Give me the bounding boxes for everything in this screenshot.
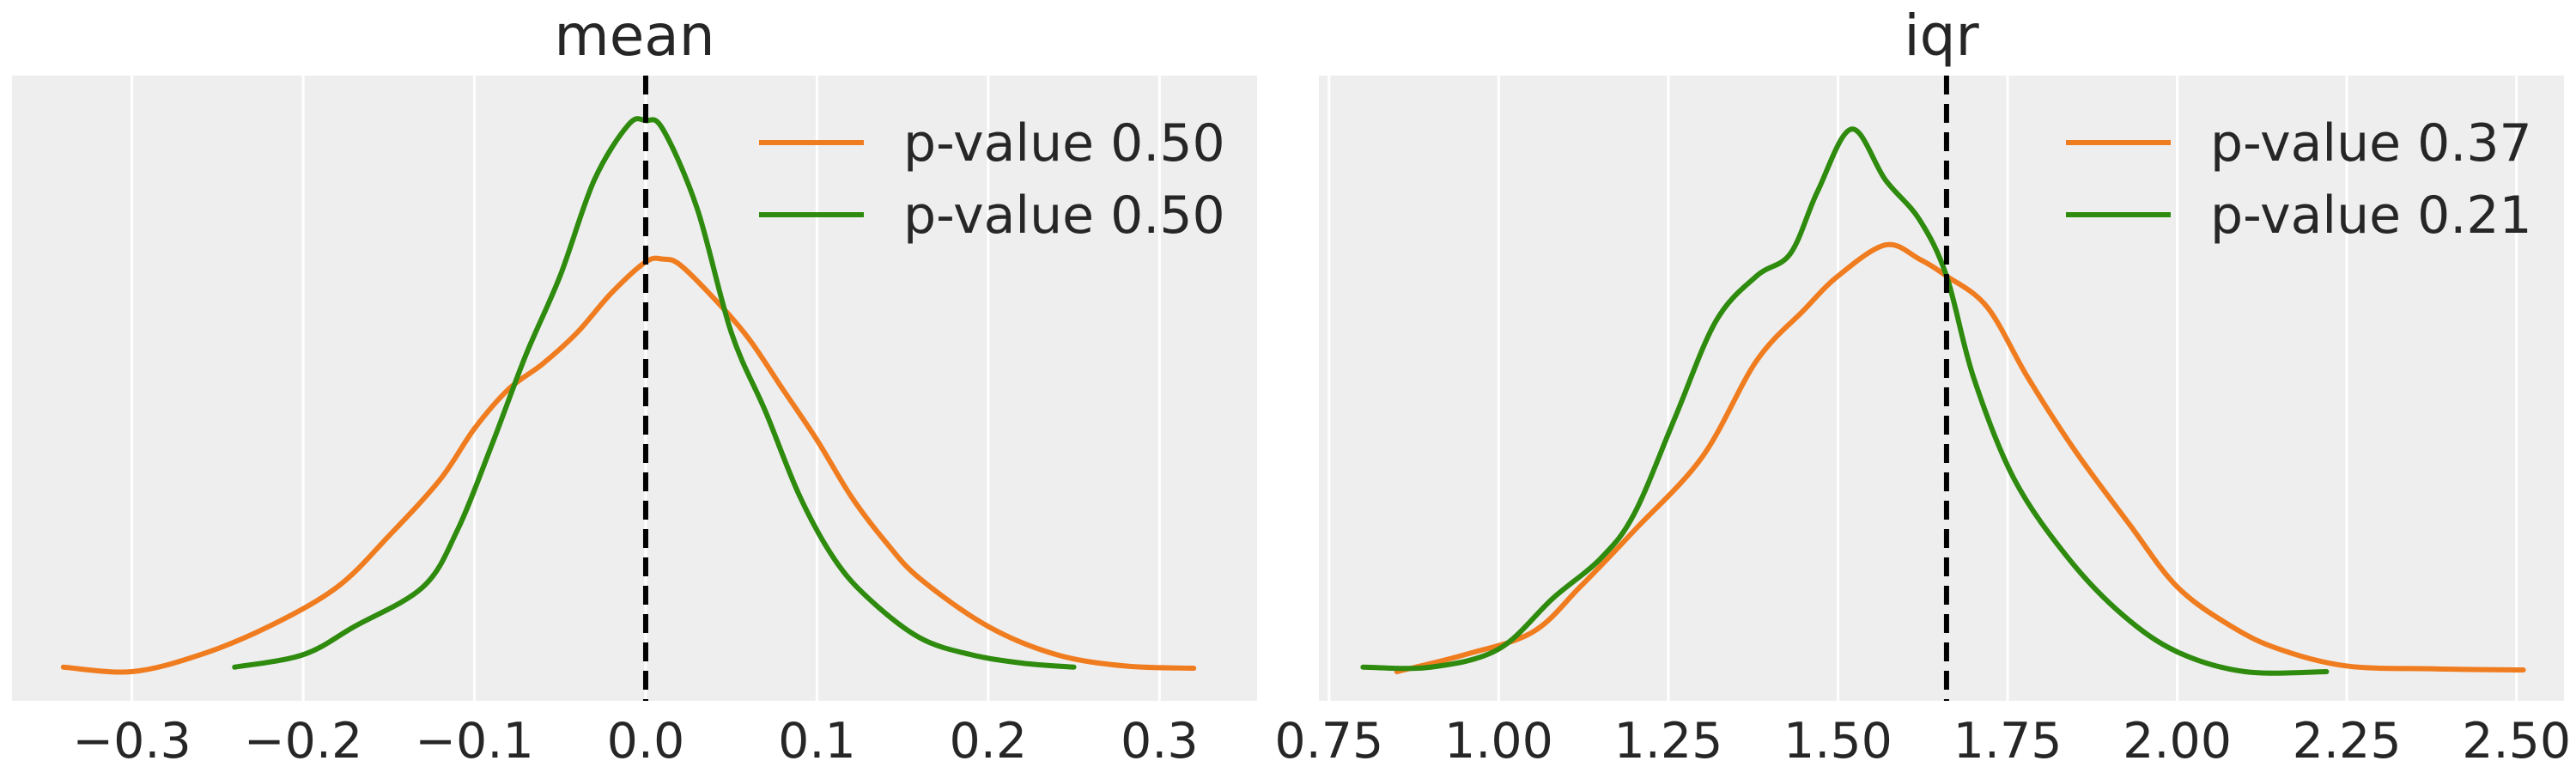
legend-entry: p-value 0.50 xyxy=(903,113,1225,173)
x-tick-label: −0.2 xyxy=(244,713,362,770)
x-tick-label: 1.25 xyxy=(1613,713,1722,770)
x-tick-label: 0.75 xyxy=(1274,713,1383,770)
x-tick-label: 0.3 xyxy=(1121,713,1199,770)
x-tick-label: −0.3 xyxy=(72,713,191,770)
chart-title: iqr xyxy=(1904,3,1979,69)
x-tick-label: 1.75 xyxy=(1953,713,2063,770)
series-line-0 xyxy=(1394,241,2526,674)
series-line-1 xyxy=(1360,126,2330,676)
x-tick-label: 1.50 xyxy=(1783,713,1893,770)
x-tick-label: 0.2 xyxy=(950,713,1028,770)
series-line-0 xyxy=(60,255,1197,675)
legend-entry: p-value 0.37 xyxy=(2210,113,2532,173)
x-tick-label: 2.00 xyxy=(2123,713,2232,770)
plot-area xyxy=(12,76,1257,701)
x-tick-label: 2.50 xyxy=(2462,713,2571,770)
x-tick-label: −0.1 xyxy=(415,713,533,770)
x-tick-label: 2.25 xyxy=(2293,713,2402,770)
chart-title: mean xyxy=(554,3,714,69)
x-tick-label: 0.0 xyxy=(607,713,685,770)
x-tick-label: 0.1 xyxy=(778,713,856,770)
legend-entry: p-value 0.50 xyxy=(903,186,1225,246)
panel-1: 0.75 1.00 1.25 1.50 1.75 2.00 2.25 2.50 iqr p-val… xyxy=(1274,3,2571,770)
x-tick-label: 1.00 xyxy=(1444,713,1553,770)
legend-entry: p-value 0.21 xyxy=(2210,186,2532,246)
plot-area xyxy=(1319,76,2564,701)
panel-0: −0.3 −0.2 −0.1 0.0 0.1 0.2 0.3 mean p-value 0.50… xyxy=(12,3,1257,770)
series-line-1 xyxy=(232,116,1077,670)
